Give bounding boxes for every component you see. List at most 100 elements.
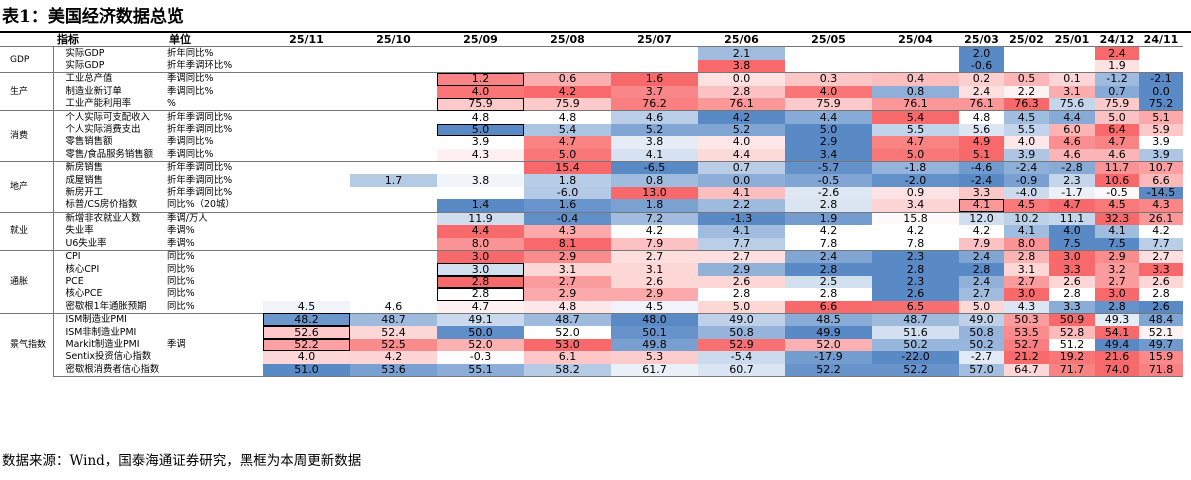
value-cell: 19.2	[1049, 351, 1095, 364]
value-cell	[263, 276, 350, 288]
value-cell: 2.9	[524, 249, 611, 264]
value-cell	[263, 149, 350, 162]
value-cell: 5.2	[698, 123, 785, 137]
value-cell	[263, 211, 350, 226]
value-cell: 4.4	[437, 225, 524, 238]
value-cell: 7.9	[959, 237, 1004, 251]
table-row: 个人实际消费支出 折年季调同比% 5.0 5.4 5.2 5.2 5.0 5.5 5.6 5.5 6…	[0, 123, 1183, 137]
value-cell: 52.0	[785, 338, 872, 352]
value-cell: 54.1	[1095, 326, 1139, 339]
value-cell: 6.5	[872, 300, 959, 314]
value-cell: 12.0	[959, 211, 1004, 226]
indicator-unit: 折年同比%	[165, 46, 263, 60]
value-cell: 6.4	[1095, 123, 1139, 137]
value-cell: 52.5	[350, 338, 437, 352]
value-cell: 2.8	[785, 263, 872, 276]
table-row: PCE 同比% 2.8 2.7 2.6 2.6 2.5 2.3 2.4 2.7 2.6 2.7 2.6	[0, 275, 1183, 289]
value-cell: 3.4	[872, 199, 959, 213]
value-cell: 2.1	[698, 46, 785, 60]
indicator-name: 失业率	[65, 225, 94, 237]
value-cell: 4.5	[1095, 199, 1139, 213]
value-cell: 8.0	[1004, 237, 1049, 251]
value-cell: 4.3	[524, 225, 611, 238]
value-cell	[350, 124, 437, 136]
value-cell: 4.1	[611, 148, 698, 162]
value-cell: -2.0	[872, 174, 959, 187]
indicator-unit: 同比%	[165, 249, 263, 264]
value-cell: 52.2	[872, 363, 959, 377]
indicator-name: 零售/食品服务销售额	[65, 148, 154, 160]
value-cell	[350, 149, 437, 162]
indicator-name: 核心CPI	[65, 263, 100, 275]
indicator-name: 新房开工	[65, 187, 104, 199]
value-cell: 4.5	[611, 300, 698, 314]
value-cell: -2.4	[1004, 161, 1049, 175]
value-cell: 0.9	[872, 186, 959, 200]
value-cell: 75.9	[524, 98, 611, 111]
value-cell	[350, 225, 437, 237]
value-cell: 76.1	[872, 98, 959, 111]
value-cell	[350, 288, 437, 300]
value-cell: 2.6	[1139, 275, 1183, 289]
indicator-unit: 季调%	[167, 225, 195, 237]
value-cell: 49.8	[611, 338, 698, 352]
value-cell	[263, 238, 350, 251]
value-cell: 5.0	[437, 123, 524, 137]
value-cell: 0.3	[785, 72, 872, 86]
value-cell: 2.8	[1095, 300, 1139, 314]
value-cell: 7.5	[1095, 237, 1139, 251]
table-row: 核心PCE 同比% 2.8 2.9 2.9 2.8 2.8 2.6 2.7 3.0 2.8 3.0 2.…	[0, 288, 1183, 301]
value-cell: 6.6	[1139, 174, 1183, 187]
indicator-name: 密歇根消费者信心指数	[53, 363, 165, 377]
value-cell: 64.7	[1004, 363, 1049, 377]
value-cell: 75.9	[1095, 98, 1139, 111]
value-cell: 3.0	[1049, 249, 1095, 264]
value-cell: 5.3	[611, 351, 698, 364]
value-cell: 3.2	[1095, 263, 1139, 276]
value-cell: 4.1	[959, 199, 1004, 213]
table-row: 密歇根消费者信心指数 51.0 53.6 55.1 58.2 61.7 60.7 52.2 52…	[0, 363, 1183, 377]
value-cell: 49.4	[1095, 338, 1139, 352]
value-cell: 49.7	[1139, 338, 1183, 352]
value-cell: 5.1	[959, 148, 1004, 162]
value-cell	[263, 136, 350, 148]
period-header: 24/12	[1095, 34, 1139, 48]
value-cell	[437, 60, 524, 73]
value-cell: 4.1	[698, 186, 785, 200]
value-cell: 2.9	[611, 288, 698, 301]
value-cell: 6.1	[524, 351, 611, 364]
indicator-name: 标普/CS房价指数	[65, 199, 138, 211]
table-row: 景气指数 ISM制造业PMI 48.2 48.7 49.1 48.7 48.0 49.0 48.…	[0, 312, 1183, 377]
table-row: Sentix投资信心指数 4.0 4.2 -0.3 6.1 5.3 -5.4 -17.9 -22…	[0, 351, 1183, 364]
value-cell	[350, 263, 437, 275]
value-cell: 3.0	[1095, 288, 1139, 301]
value-cell: 32.3	[1095, 211, 1139, 226]
table-row: Markit制造业PMI 季调 52.2 52.5 52.0 53.0 49.8 52.9 52…	[0, 338, 1183, 352]
value-cell: 48.7	[872, 312, 959, 327]
value-cell: 0.7	[698, 161, 785, 175]
value-cell: 0.4	[872, 72, 959, 86]
indicator-unit	[165, 363, 263, 377]
table-row: 工业产能利用率% 75.9 75.9 76.2 76.1 75.9 76.1 76.1 76.3…	[0, 98, 1183, 111]
value-cell: 1.2	[437, 72, 524, 86]
table-row: 新房开工 折年季调同比% -6.0 13.0 4.1 -2.6 0.9 3.3 -4.0 -1.7…	[0, 186, 1183, 200]
value-cell: -0.5	[1095, 186, 1139, 200]
value-cell	[350, 110, 437, 124]
value-cell: 53.0	[524, 338, 611, 352]
value-cell: 2.8	[1049, 288, 1095, 301]
value-cell: 71.8	[1139, 363, 1183, 377]
value-cell: 4.0	[1004, 136, 1049, 149]
value-cell: 3.0	[437, 263, 524, 276]
table-row: 消费 个人实际可支配收入 折年季调同比% 4.8 4.8 4.6 4.2 4.4 5.4 4.8 4…	[0, 110, 1183, 162]
value-cell	[1004, 46, 1049, 60]
value-cell: -2.4	[959, 174, 1004, 187]
value-cell: 3.4	[785, 148, 872, 162]
value-cell: 48.2	[263, 312, 350, 327]
value-cell: -5.4	[698, 351, 785, 364]
value-cell: -0.5	[785, 174, 872, 187]
value-cell: 10.7	[1139, 161, 1183, 175]
value-cell: 4.8	[524, 110, 611, 124]
value-cell: 3.8	[437, 174, 524, 187]
value-cell: 10.6	[1095, 174, 1139, 187]
value-cell: 26.1	[1139, 211, 1183, 226]
